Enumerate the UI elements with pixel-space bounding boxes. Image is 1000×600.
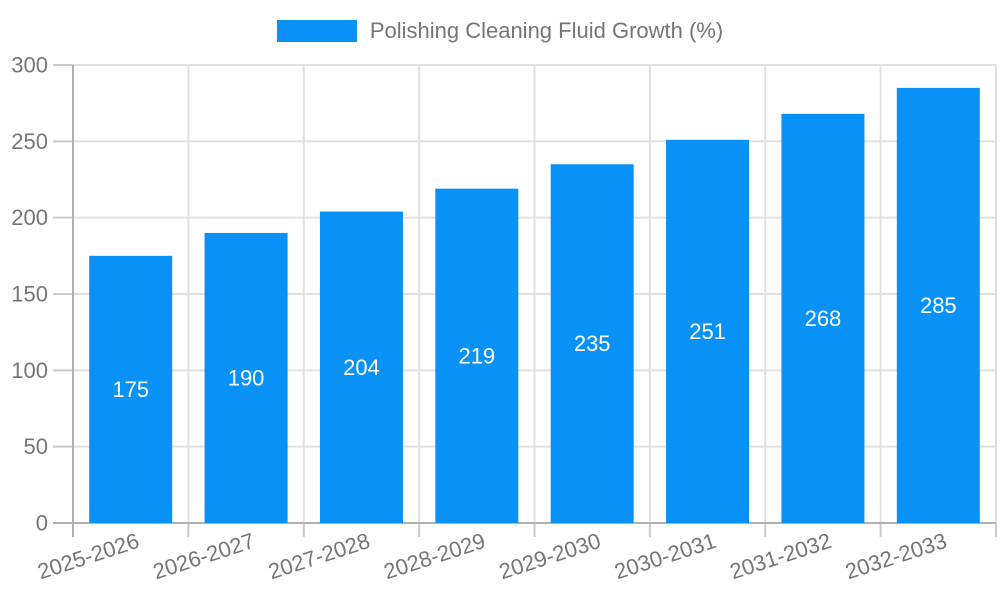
bar-value-label: 285 (920, 293, 957, 318)
y-tick-label: 200 (11, 205, 48, 230)
chart-legend[interactable]: Polishing Cleaning Fluid Growth (%) (0, 18, 1000, 43)
bar-value-label: 251 (689, 319, 726, 344)
bar-2031-2032[interactable] (781, 113, 865, 523)
x-tick-label: 2029-2030 (496, 528, 604, 584)
bar-value-label: 175 (112, 377, 149, 402)
x-tick-label: 2032-2033 (842, 528, 950, 584)
y-tick-label: 300 (11, 53, 48, 78)
y-tick-label: 250 (11, 129, 48, 154)
bar-2029-2030[interactable] (550, 164, 634, 523)
bar-2032-2033[interactable] (896, 87, 980, 524)
bar-2028-2029[interactable] (435, 188, 519, 523)
x-tick-label: 2028-2029 (381, 528, 489, 584)
bar-2027-2028[interactable] (319, 211, 403, 523)
bar-2025-2026[interactable] (89, 255, 173, 524)
y-tick-label: 0 (36, 511, 48, 536)
bar-value-label: 190 (228, 365, 265, 390)
x-tick-label: 2031-2032 (727, 528, 835, 584)
y-tick-label: 150 (11, 282, 48, 307)
x-tick-label: 2030-2031 (611, 528, 719, 584)
bar-2030-2031[interactable] (666, 139, 750, 523)
y-tick-label: 100 (11, 358, 48, 383)
x-tick-label: 2026-2027 (150, 528, 258, 584)
bar-value-label: 219 (458, 343, 495, 368)
y-tick-label: 50 (24, 434, 48, 459)
legend-color-swatch (276, 20, 357, 43)
bar-value-label: 204 (343, 355, 380, 380)
bar-value-label: 235 (574, 331, 611, 356)
bar-value-label: 268 (805, 306, 842, 331)
legend-label: Polishing Cleaning Fluid Growth (%) (369, 18, 724, 43)
x-tick-label: 2027-2028 (265, 528, 373, 584)
x-tick-label: 2025-2026 (34, 528, 142, 584)
bar-2026-2027[interactable] (204, 232, 288, 523)
